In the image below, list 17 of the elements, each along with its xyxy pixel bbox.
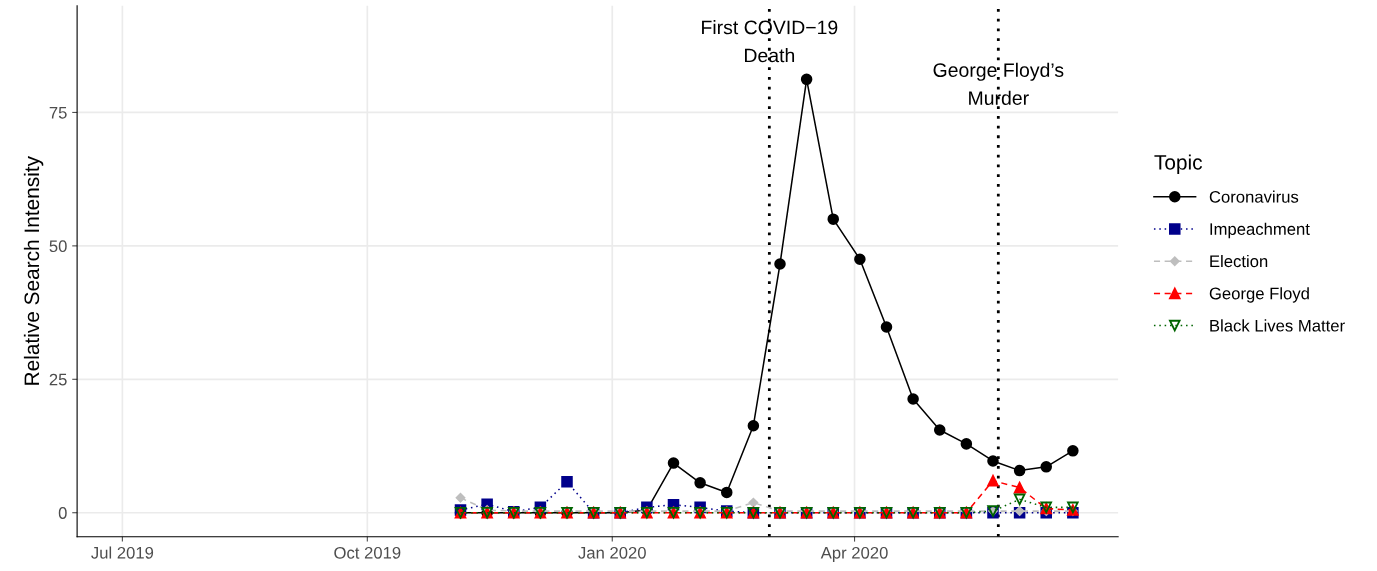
y-tick-label: 75 — [49, 107, 67, 119]
y-tick-label: 25 — [49, 373, 67, 386]
legend-label: George Floyd — [1209, 287, 1309, 303]
ref-line-label: George Floyd’s Murder — [933, 62, 1064, 105]
legend-label: Impeachment — [1210, 222, 1310, 239]
y-axis-title: Relative Search Intensity — [23, 156, 44, 385]
x-tick-label: Apr 2020 — [820, 546, 888, 562]
x-tick-label: Jan 2020 — [578, 546, 646, 559]
x-tick-label: Oct 2019 — [334, 546, 401, 559]
legend-label: Election — [1210, 254, 1268, 268]
y-tick-label: 0 — [58, 507, 67, 519]
x-tick-label: Jul 2019 — [91, 546, 154, 559]
ref-line-label: First COVID−19 Death — [702, 20, 838, 63]
y-tick-label: 50 — [49, 240, 67, 253]
legend-title: Topic — [1154, 154, 1203, 174]
legend-label: Coronavirus — [1209, 190, 1299, 203]
legend-label: Black Lives Matter — [1210, 319, 1345, 332]
